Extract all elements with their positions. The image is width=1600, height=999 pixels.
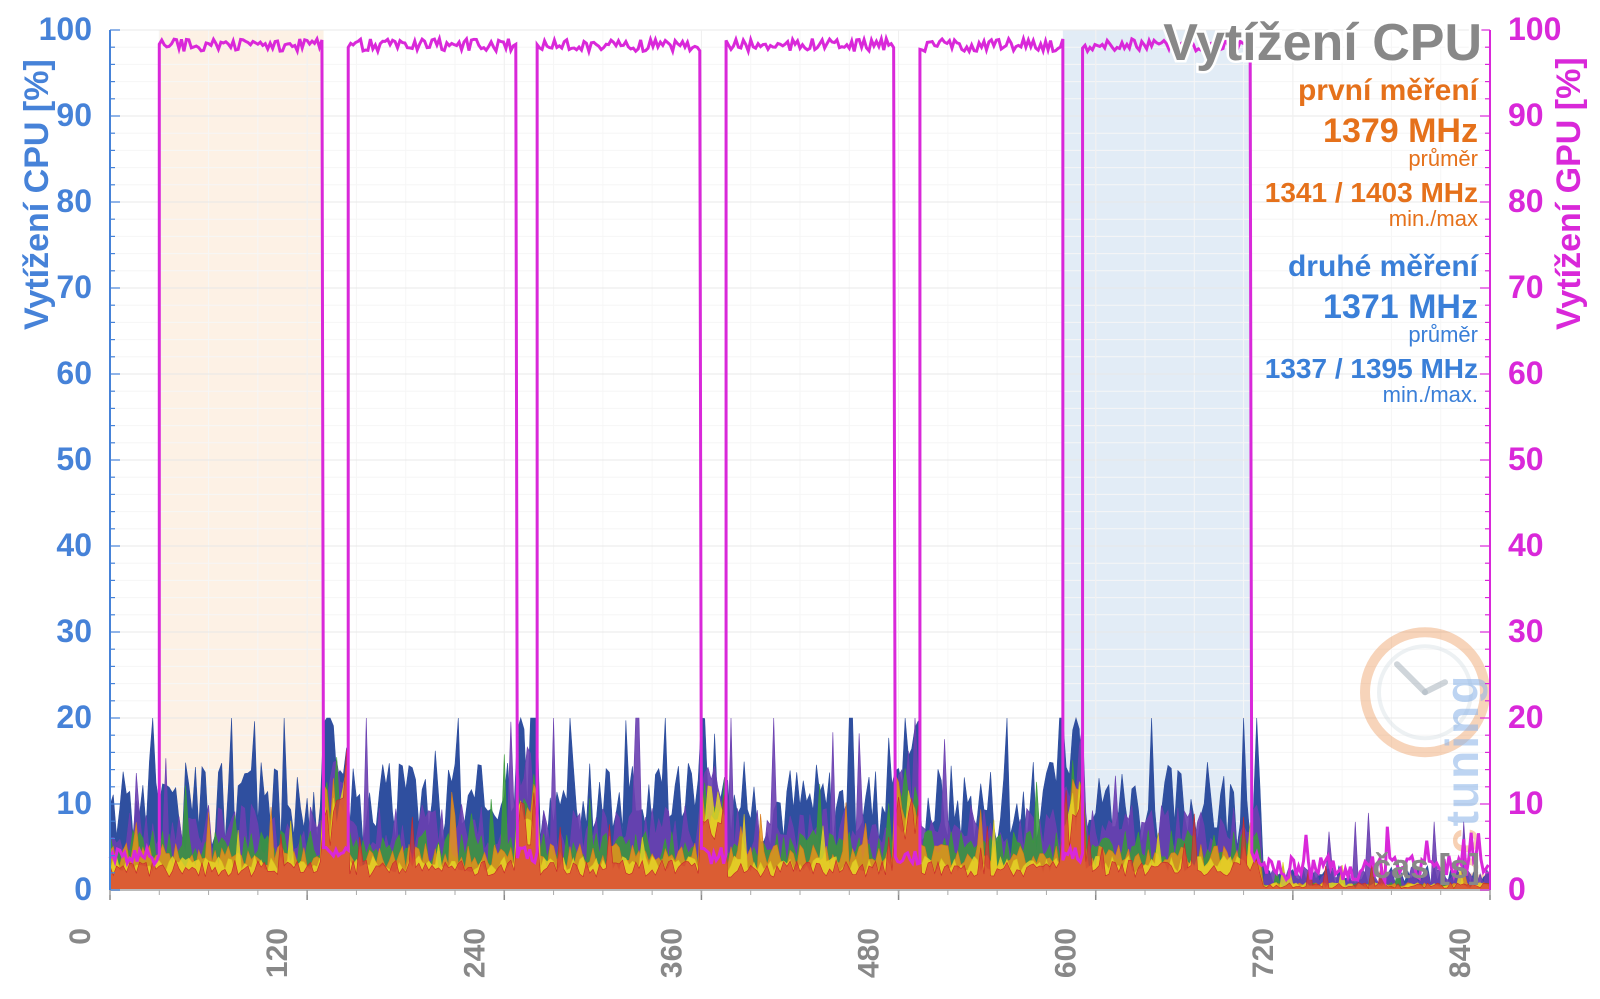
measurement-range: 1341 / 1403 MHz — [1265, 177, 1478, 208]
y-right-tick: 40 — [1508, 527, 1544, 563]
y-right-tick: 30 — [1508, 613, 1544, 649]
y-left-tick: 60 — [56, 355, 92, 391]
y-right-tick: 0 — [1508, 871, 1526, 907]
measurement-value: 1379 MHz — [1323, 112, 1478, 150]
measurement-sub: průměr — [1408, 146, 1478, 171]
y-left-tick: 50 — [56, 441, 92, 477]
chart-svg: pctuning01020304050607080901000102030405… — [0, 0, 1600, 999]
y-left-tick: 90 — [56, 97, 92, 133]
y-left-tick: 10 — [56, 785, 92, 821]
chart-container: pctuning01020304050607080901000102030405… — [0, 0, 1600, 999]
y-right-tick: 10 — [1508, 785, 1544, 821]
measurement-range-sub: min./max — [1389, 206, 1478, 231]
y-right-tick: 100 — [1508, 11, 1561, 47]
chart-title: Vytížení CPU — [1163, 14, 1482, 72]
measurement-title: první měření — [1298, 74, 1480, 107]
y-right-tick: 70 — [1508, 269, 1544, 305]
y-left-tick: 100 — [39, 11, 92, 47]
x-tick: 0 — [64, 928, 97, 945]
x-tick: 360 — [655, 928, 688, 978]
x-tick: 720 — [1247, 928, 1280, 978]
y-left-tick: 70 — [56, 269, 92, 305]
y-right-tick: 90 — [1508, 97, 1544, 133]
x-tick: 840 — [1444, 928, 1477, 978]
measurement-value: 1371 MHz — [1323, 288, 1478, 326]
x-axis-title: čas [s] — [1372, 848, 1480, 886]
y-right-tick: 60 — [1508, 355, 1544, 391]
x-tick: 480 — [853, 928, 886, 978]
x-tick: 240 — [458, 928, 491, 978]
y-right-tick: 80 — [1508, 183, 1544, 219]
x-tick: 120 — [261, 928, 294, 978]
y-left-title: Vytížení CPU [%] — [18, 59, 56, 330]
measurement-range-sub: min./max. — [1383, 382, 1478, 407]
measurement-sub: průměr — [1408, 322, 1478, 347]
y-left-tick: 0 — [74, 871, 92, 907]
measurement-range: 1337 / 1395 MHz — [1265, 353, 1478, 384]
y-right-tick: 20 — [1508, 699, 1544, 735]
y-left-tick: 30 — [56, 613, 92, 649]
y-right-title: Vytížení GPU [%] — [1550, 57, 1588, 330]
y-left-tick: 40 — [56, 527, 92, 563]
y-left-tick: 80 — [56, 183, 92, 219]
y-left-tick: 20 — [56, 699, 92, 735]
measurement-title: druhé měření — [1288, 250, 1480, 283]
y-right-tick: 50 — [1508, 441, 1544, 477]
x-tick: 600 — [1050, 928, 1083, 978]
